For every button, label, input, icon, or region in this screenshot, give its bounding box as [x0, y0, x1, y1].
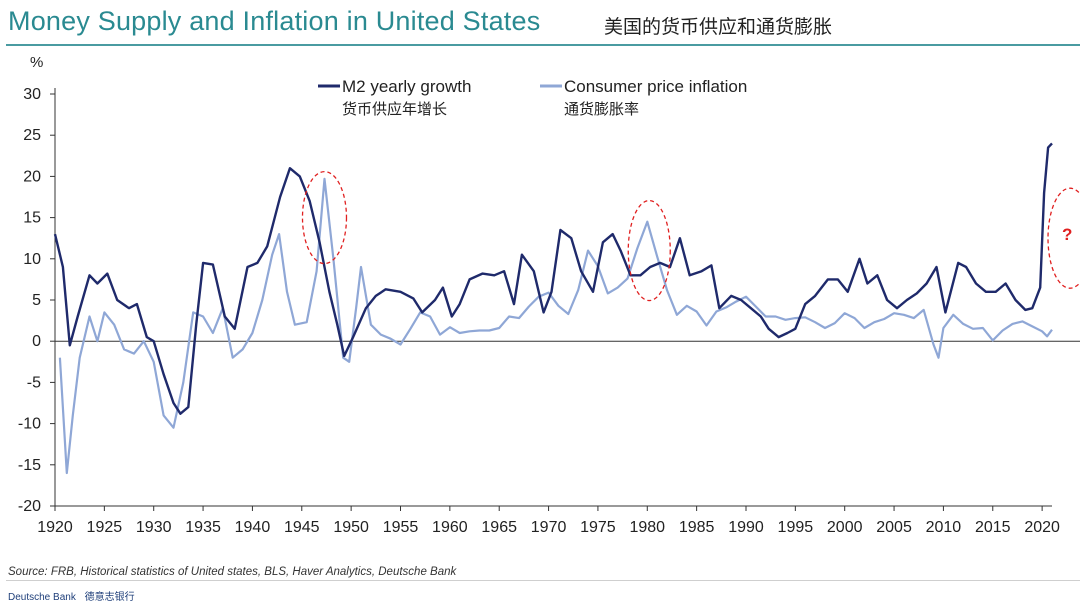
x-tick-label: 1935: [185, 519, 221, 536]
y-tick-label: 30: [23, 86, 41, 103]
brand-name: Deutsche Bank: [8, 592, 76, 603]
footer-brand: Deutsche Bank 德意志银行: [8, 588, 135, 603]
cpi-inflation-line: [58, 177, 1053, 475]
x-tick-label: 1990: [728, 519, 764, 536]
y-tick-label: 5: [32, 292, 41, 309]
question-mark-annotation: ?: [1062, 225, 1072, 244]
y-tick-label: -10: [18, 416, 41, 433]
series-lines: [53, 142, 1053, 475]
y-tick-label: 0: [32, 333, 41, 350]
x-tick-label: 1945: [284, 519, 320, 536]
x-tick-label: 1925: [87, 519, 123, 536]
footer-divider: [6, 580, 1080, 581]
brand-name-chinese: 德意志银行: [84, 592, 135, 603]
highlight-ellipse: [301, 170, 348, 265]
title-divider: [6, 44, 1080, 46]
x-tick-label: 1930: [136, 519, 172, 536]
y-axis-label: %: [30, 54, 43, 71]
x-tick-label: 1965: [481, 519, 517, 536]
y-tick-label: 10: [23, 251, 41, 268]
x-tick-label: 1995: [778, 519, 814, 536]
x-tick-label: 1955: [383, 519, 419, 536]
x-tick-label: 1975: [580, 519, 616, 536]
source-note: Source: FRB, Historical statistics of Un…: [8, 566, 457, 578]
x-tick-label: 2015: [975, 519, 1011, 536]
x-tick-label: 1970: [531, 519, 567, 536]
y-tick-label: 25: [23, 127, 41, 144]
y-tick-label: 20: [23, 168, 41, 185]
y-tick-label: -20: [18, 498, 41, 515]
x-tick-label: 1920: [37, 519, 73, 536]
legend-label-chinese: 通货膨胀率: [564, 100, 639, 118]
legend-label: Consumer price inflation: [564, 77, 747, 96]
chart-title: Money Supply and Inflation in United Sta…: [8, 6, 541, 36]
x-tick-label: 2005: [876, 519, 912, 536]
x-tick-label: 1985: [679, 519, 715, 536]
m2-growth-line: [53, 142, 1053, 415]
chart-title-chinese: 美国的货币供应和通货膨胀: [604, 16, 833, 38]
x-tick-label: 2000: [827, 519, 863, 536]
legend-label: M2 yearly growth: [342, 77, 471, 96]
highlight-ellipse: [627, 199, 671, 302]
annotations: ?: [301, 170, 1080, 302]
x-tick-label: 1940: [235, 519, 271, 536]
y-tick-label: -15: [18, 457, 41, 474]
x-tick-label: 2020: [1024, 519, 1060, 536]
y-tick-label: -5: [27, 374, 41, 391]
x-tick-label: 1980: [629, 519, 665, 536]
y-tick-label: 15: [23, 210, 41, 227]
legend-label-chinese: 货币供应年增长: [342, 100, 447, 118]
x-tick-label: 2010: [926, 519, 962, 536]
highlight-ellipse: [1047, 187, 1080, 289]
legend: M2 yearly growth 货币供应年增长 Consumer price in…: [318, 77, 747, 118]
x-tick-label: 1960: [432, 519, 468, 536]
x-tick-label: 1950: [333, 519, 369, 536]
